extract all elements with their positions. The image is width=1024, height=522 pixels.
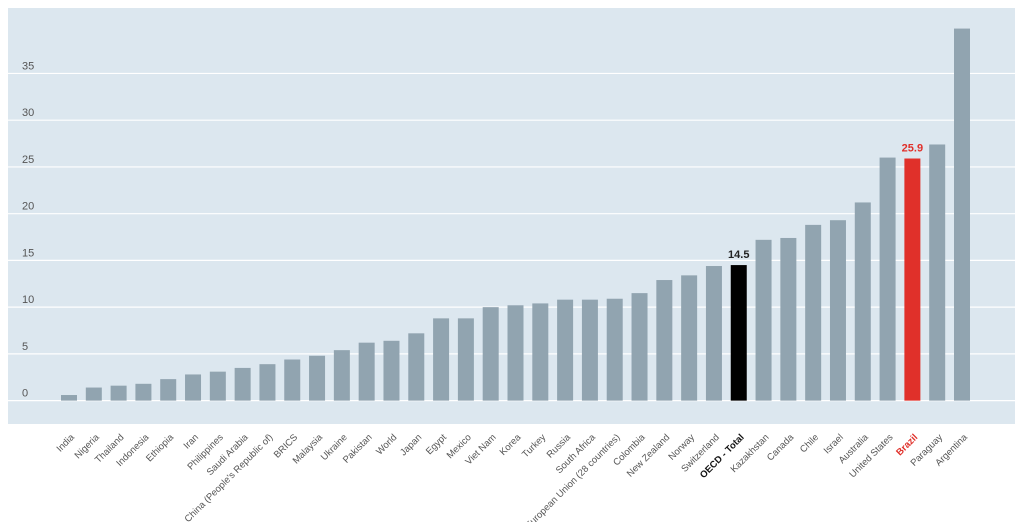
bar (457, 318, 474, 401)
bar (705, 266, 722, 401)
bar (135, 383, 152, 401)
bar (730, 265, 747, 401)
bar (829, 220, 846, 401)
bars (61, 28, 970, 401)
value-label: 25.9 (902, 142, 923, 154)
bar (209, 371, 226, 401)
y-tick-label: 15 (22, 247, 34, 259)
x-tick-label: World (374, 432, 399, 457)
bar (383, 340, 400, 401)
x-tick-label: Korea (498, 432, 524, 458)
bar (259, 364, 276, 401)
bar (284, 359, 301, 401)
bar (358, 342, 375, 401)
bar (954, 28, 970, 401)
bar (656, 280, 673, 401)
bar (929, 144, 946, 401)
bar (85, 387, 102, 401)
bar (681, 275, 698, 401)
x-tick-label: Turkey (520, 432, 548, 460)
x-tick-label: Chile (798, 432, 821, 455)
y-tick-label: 5 (22, 341, 28, 353)
y-tick-label: 20 (22, 201, 34, 213)
bar (606, 298, 623, 401)
bar (532, 303, 549, 401)
bar (160, 379, 177, 401)
y-tick-label: 30 (22, 107, 34, 119)
bar (879, 157, 896, 401)
bar (581, 299, 598, 401)
bar (482, 307, 499, 401)
bar (433, 318, 450, 401)
y-tick-label: 10 (22, 294, 34, 306)
bar (755, 239, 772, 401)
bar (631, 293, 648, 401)
y-tick-label: 0 (22, 388, 28, 400)
bar (904, 158, 921, 401)
x-tick-label: Ethiopia (144, 432, 177, 465)
x-tick-label: Canada (765, 432, 797, 464)
bar (110, 385, 127, 401)
x-tick-label: Iran (182, 432, 201, 451)
bar (780, 237, 797, 401)
bar (333, 350, 350, 401)
value-label: 14.5 (728, 249, 749, 261)
x-tick-label: Japan (398, 432, 424, 458)
bar (805, 224, 822, 401)
bar (309, 355, 326, 401)
y-tick-label: 25 (22, 154, 34, 166)
bar (854, 202, 871, 401)
bar (185, 374, 202, 401)
bar (507, 305, 524, 401)
y-tick-label: 35 (22, 60, 34, 72)
bar (234, 367, 251, 401)
bar (408, 333, 425, 401)
bar (557, 299, 574, 401)
bar (61, 395, 77, 401)
